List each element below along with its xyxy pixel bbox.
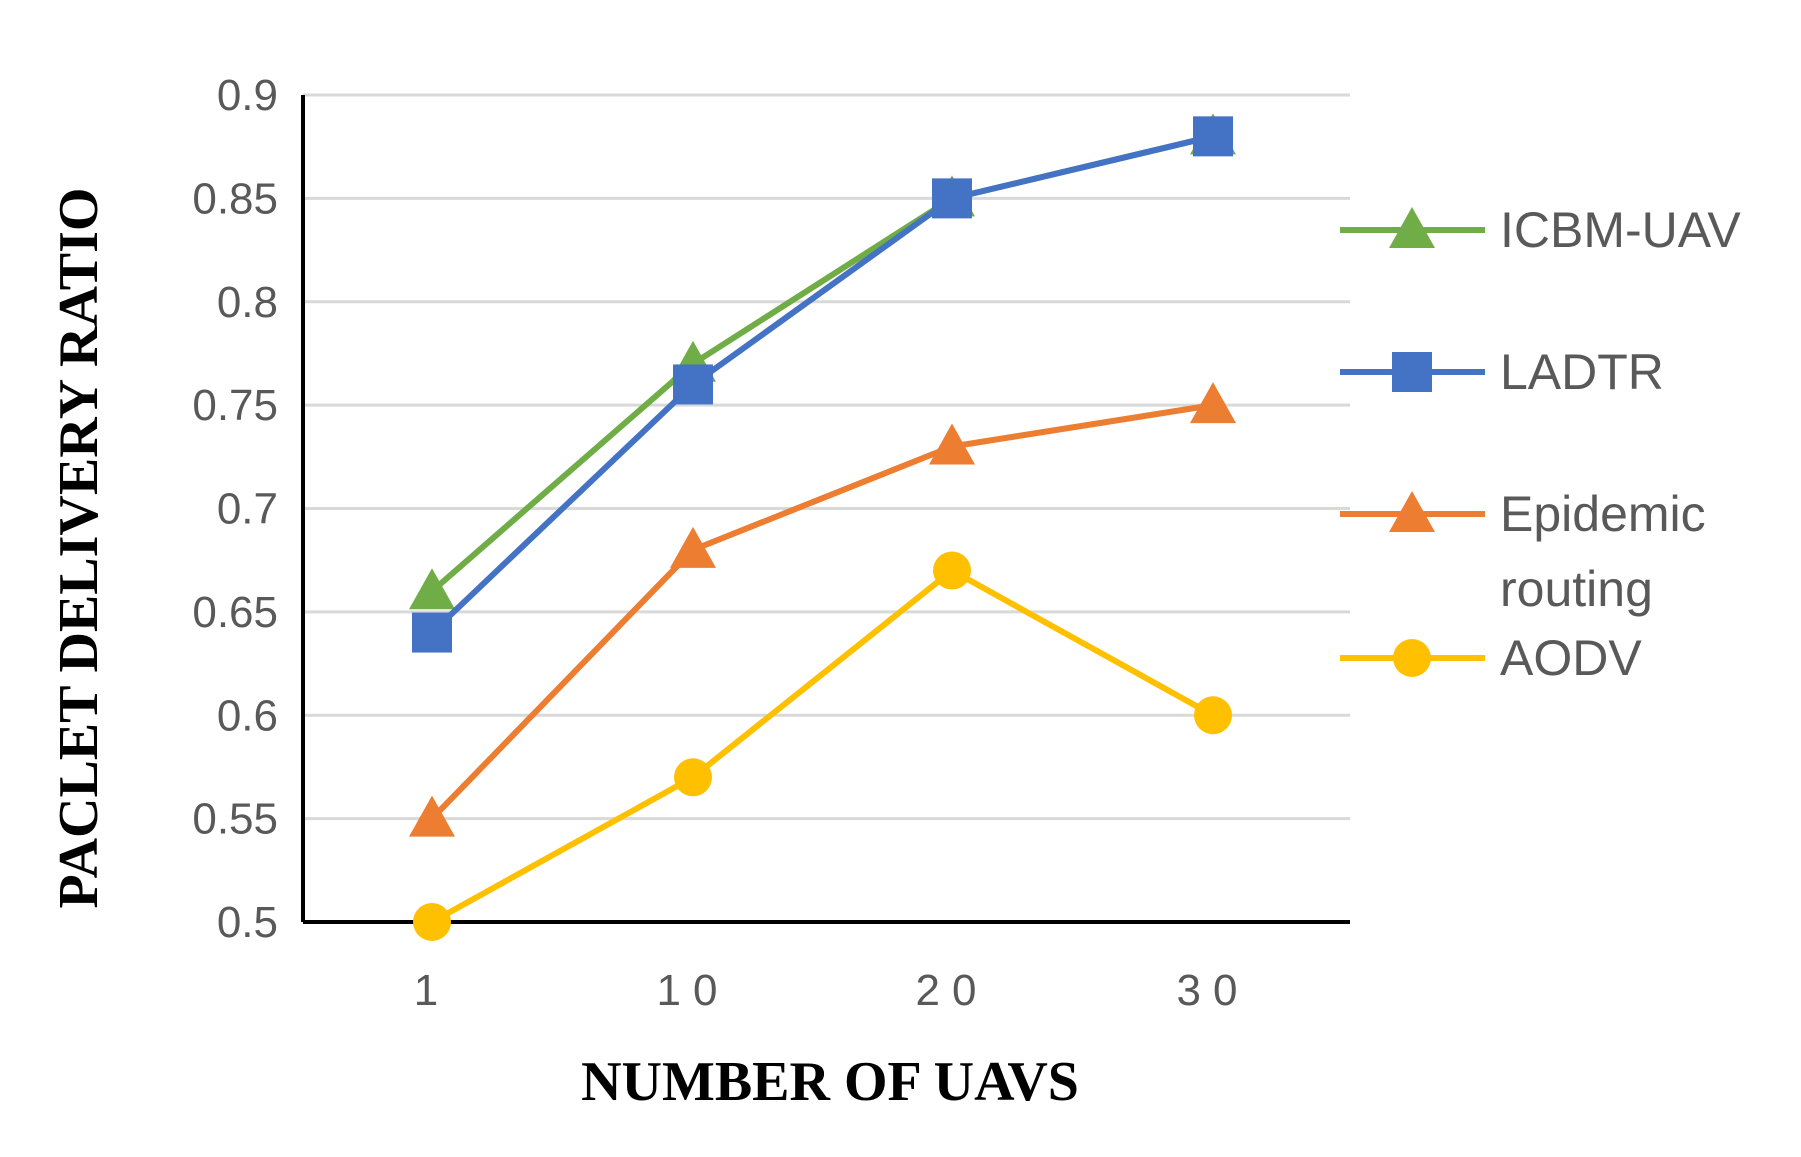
series-epidemic-routing xyxy=(409,382,1236,837)
data-point-epidemic-routing xyxy=(1190,382,1236,424)
x-tick-label: 10 xyxy=(657,966,730,1015)
x-tick-labels: 1 10 20 30 xyxy=(414,966,1250,1015)
data-point-ladtr xyxy=(673,364,713,405)
data-point-ladtr xyxy=(412,612,452,653)
legend-item-epidemic-routing: Epidemic routing xyxy=(1340,486,1706,617)
legend-label: LADTR xyxy=(1500,344,1664,400)
y-tick-label: 0.55 xyxy=(192,795,278,844)
data-point-aodv xyxy=(1194,696,1232,735)
data-point-aodv xyxy=(933,551,971,590)
series-line-aodv xyxy=(430,567,1215,925)
y-tick-label: 0.85 xyxy=(192,174,278,223)
y-tick-label: 0.7 xyxy=(217,485,278,534)
x-tick-label: 20 xyxy=(916,966,989,1015)
legend-label: ICBM-UAV xyxy=(1500,202,1741,258)
data-point-epidemic-routing xyxy=(929,423,975,465)
legend-item-aodv: AODV xyxy=(1340,630,1642,686)
legend-item-ladtr: LADTR xyxy=(1340,344,1664,400)
y-tick-label: 0.5 xyxy=(217,898,278,947)
y-axis-title: PACLET DELIVERY RATIO xyxy=(48,188,110,909)
legend: ICBM-UAV LADTR Epidemic routing AODV xyxy=(1340,202,1741,686)
y-tick-labels: 0.5 0.55 0.6 0.65 0.7 0.75 0.8 0.85 0.9 xyxy=(192,71,278,947)
series-ladtr xyxy=(412,116,1233,653)
gridlines xyxy=(303,93,1350,821)
axes xyxy=(301,95,1350,924)
legend-label: Epidemic routing xyxy=(1500,486,1706,617)
y-tick-label: 0.6 xyxy=(217,691,278,740)
legend-item-icbm-uav: ICBM-UAV xyxy=(1340,202,1741,258)
legend-marker xyxy=(1389,207,1435,248)
legend-marker xyxy=(1392,352,1432,392)
y-tick-label: 0.8 xyxy=(217,278,278,327)
y-tick-label: 0.9 xyxy=(217,71,278,120)
x-tick-label: 1 xyxy=(414,966,450,1015)
series-line-epidemic-routing xyxy=(429,402,1214,821)
data-point-aodv xyxy=(413,903,451,941)
y-tick-label: 0.75 xyxy=(192,381,278,430)
x-axis-title: NUMBER OF UAVS xyxy=(581,1051,1079,1113)
data-point-ladtr xyxy=(932,178,972,219)
data-point-epidemic-routing xyxy=(670,526,716,568)
data-point-aodv xyxy=(674,758,712,797)
series-group xyxy=(409,113,1236,941)
legend-marker xyxy=(1389,491,1435,532)
y-tick-label: 0.65 xyxy=(192,588,278,637)
data-point-icbm-uav xyxy=(409,568,455,610)
x-tick-label: 30 xyxy=(1177,966,1250,1015)
series-aodv xyxy=(413,551,1232,941)
series-line-ladtr xyxy=(429,133,1214,635)
data-point-epidemic-routing xyxy=(409,795,455,837)
data-point-ladtr xyxy=(1193,116,1233,157)
legend-label: AODV xyxy=(1500,630,1642,686)
legend-marker xyxy=(1393,639,1431,677)
